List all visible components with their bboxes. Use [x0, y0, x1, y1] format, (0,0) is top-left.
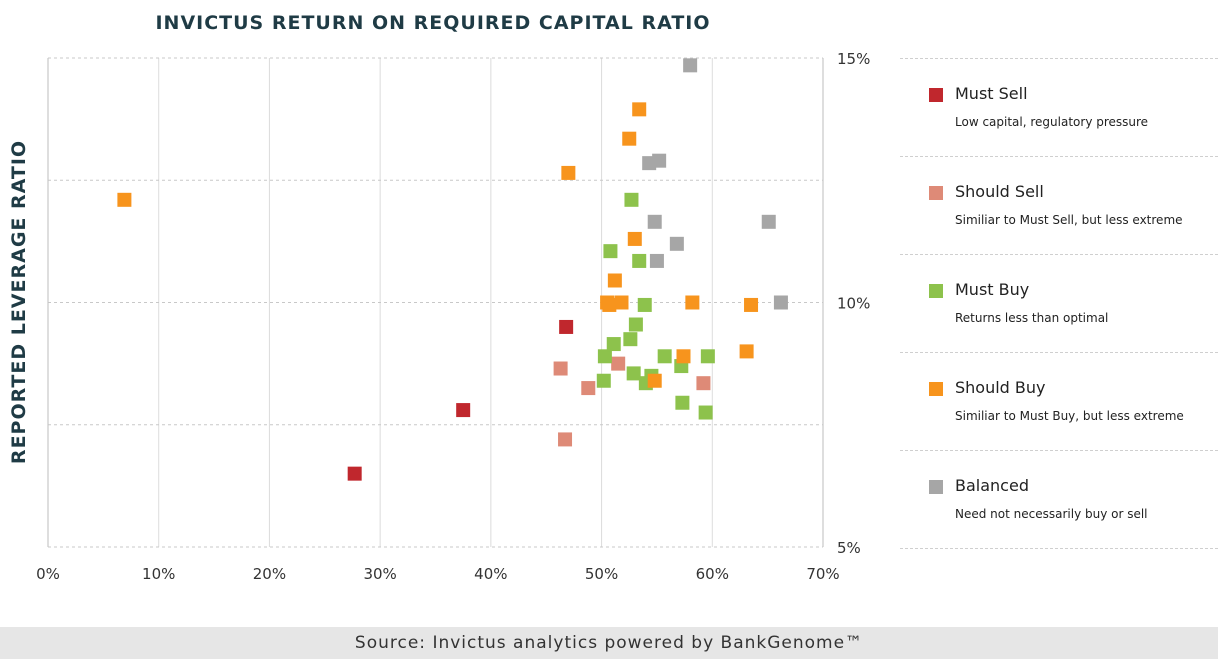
data-point-balanced — [683, 58, 698, 73]
x-tick-label: 70% — [806, 565, 839, 583]
data-point-balanced — [669, 236, 684, 251]
gridlines — [47, 57, 824, 548]
data-point-must-buy — [657, 349, 672, 364]
data-point-should-buy — [614, 295, 629, 310]
legend-swatch-should-sell — [929, 186, 943, 200]
legend-label: Must Sell — [955, 84, 1028, 103]
legend-swatch-should-buy — [929, 382, 943, 396]
legend-label: Must Buy — [955, 280, 1030, 299]
data-point-should-sell — [553, 361, 568, 376]
chart-title: INVICTUS RETURN ON REQUIRED CAPITAL RATI… — [155, 12, 711, 34]
x-tick-label: 10% — [142, 565, 175, 583]
data-point-should-buy — [685, 295, 700, 310]
data-point-should-buy — [561, 165, 576, 180]
data-point-should-sell — [696, 376, 711, 391]
data-point-must-sell — [347, 466, 362, 481]
legend-description: Similiar to Must Buy, but less extreme — [955, 409, 1184, 423]
data-point-must-buy — [624, 192, 639, 207]
data-point-should-buy — [739, 344, 754, 359]
legend-description: Similiar to Must Sell, but less extreme — [955, 213, 1183, 227]
x-tick-label: 40% — [474, 565, 507, 583]
legend: Must Sell Low capital, regulatory pressu… — [900, 58, 1218, 549]
data-point-must-buy — [628, 317, 643, 332]
data-point-balanced — [647, 214, 662, 229]
data-point-must-buy — [597, 349, 612, 364]
data-point-should-buy — [602, 297, 617, 312]
legend-swatch-must-sell — [929, 88, 943, 102]
legend-item-must-sell: Must Sell Low capital, regulatory pressu… — [900, 58, 1218, 157]
data-point-must-sell — [456, 403, 471, 418]
data-point-should-buy — [627, 231, 642, 246]
data-points — [117, 58, 788, 481]
data-point-should-buy — [632, 102, 647, 117]
legend-item-balanced: Balanced Need not necessarily buy or sel… — [900, 451, 1218, 549]
x-tick-label: 0% — [36, 565, 60, 583]
data-point-balanced — [761, 214, 776, 229]
scatter-plot: 0% 10% 20% 30% 40% 50% 60% 70% 5% 10% 15% — [36, 50, 870, 583]
data-point-must-buy — [623, 332, 638, 347]
data-point-balanced — [773, 295, 788, 310]
data-point-should-buy — [647, 373, 662, 388]
data-point-should-sell — [558, 432, 573, 447]
data-point-must-buy — [606, 337, 621, 352]
legend-item-must-buy: Must Buy Returns less than optimal — [900, 255, 1218, 353]
x-tick-label: 60% — [696, 565, 729, 583]
y-tick-label: 15% — [837, 50, 870, 68]
data-point-must-buy — [626, 366, 641, 381]
legend-label: Balanced — [955, 476, 1029, 495]
legend-swatch-balanced — [929, 480, 943, 494]
legend-description: Low capital, regulatory pressure — [955, 115, 1149, 129]
data-point-must-buy — [632, 253, 647, 268]
data-point-should-sell — [611, 356, 626, 371]
legend-item-should-buy: Should Buy Similiar to Must Buy, but les… — [900, 353, 1218, 451]
source-text: Source: Invictus analytics powered by Ba… — [354, 633, 864, 653]
data-point-must-buy — [698, 405, 713, 420]
data-point-should-buy — [622, 131, 637, 146]
data-point-must-buy — [637, 297, 652, 312]
legend-label: Should Sell — [955, 182, 1044, 201]
tick-labels: 0% 10% 20% 30% 40% 50% 60% 70% 5% 10% 15% — [36, 50, 870, 583]
legend-description: Need not necessarily buy or sell — [955, 507, 1148, 521]
data-point-should-buy — [676, 349, 691, 364]
data-point-must-buy — [603, 244, 618, 259]
data-point-should-buy — [607, 273, 622, 288]
data-point-should-buy — [117, 192, 132, 207]
x-tick-label: 50% — [585, 565, 618, 583]
data-point-balanced — [649, 253, 664, 268]
data-point-balanced — [652, 153, 667, 168]
legend-item-should-sell: Should Sell Similiar to Must Sell, but l… — [900, 157, 1218, 255]
data-point-must-sell — [559, 319, 574, 334]
data-point-should-sell — [581, 381, 596, 396]
data-point-must-buy — [700, 349, 715, 364]
legend-swatch-must-buy — [929, 284, 943, 298]
x-tick-label: 20% — [253, 565, 286, 583]
source-footer: Source: Invictus analytics powered by Ba… — [0, 627, 1218, 659]
data-point-must-buy — [675, 395, 690, 410]
legend-label: Should Buy — [955, 378, 1046, 397]
x-tick-label: 30% — [363, 565, 396, 583]
data-point-should-buy — [744, 297, 759, 312]
data-point-must-buy — [596, 373, 611, 388]
y-tick-label: 10% — [837, 295, 870, 313]
y-tick-label: 5% — [837, 539, 861, 557]
legend-description: Returns less than optimal — [955, 311, 1109, 325]
